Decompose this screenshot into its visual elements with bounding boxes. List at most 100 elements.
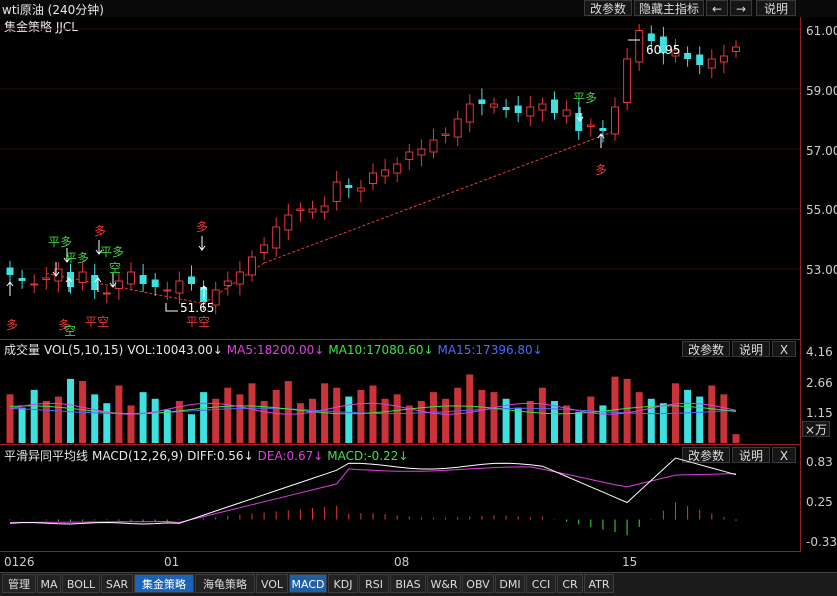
candle-body <box>441 133 450 136</box>
candle-body <box>696 54 704 65</box>
macd-close-button[interactable]: X <box>772 447 796 463</box>
candle-body <box>647 33 655 41</box>
volume-bar <box>212 398 220 443</box>
hide-main-indicator-button[interactable]: 隐藏主指标 <box>634 0 704 16</box>
candle-body <box>429 139 438 153</box>
tab-cr[interactable]: CR <box>557 574 583 593</box>
signal-arrow <box>109 282 117 288</box>
volume-header: 成交量 VOL(5,10,15) VOL:10043.00↓ MA5:18200.00… <box>4 341 547 358</box>
signal-buy-label: 多 <box>595 163 608 177</box>
trend-line <box>263 130 616 264</box>
candle-body <box>635 30 644 63</box>
candle-body <box>599 128 607 131</box>
main-volume-separator <box>0 339 800 340</box>
tab-obv[interactable]: OBV <box>462 574 494 593</box>
volume-bar <box>357 389 365 443</box>
tab-kdj[interactable]: KDJ <box>328 574 358 593</box>
volume-macd-separator <box>0 444 800 445</box>
signal-arrow <box>200 285 208 291</box>
macd-tick: 0.25 <box>806 495 833 509</box>
high-value-label: 60.95 <box>646 43 681 57</box>
volume-ma5-line <box>9 402 737 415</box>
volume-unit-label[interactable]: ×万 <box>802 421 830 437</box>
tab-dmi[interactable]: DMI <box>495 574 525 593</box>
date-label: 15 <box>622 555 638 569</box>
volume-params-button[interactable]: 改参数 <box>682 341 730 357</box>
signal-buy-label: 多 <box>6 318 19 332</box>
candlestick-chart[interactable] <box>0 0 800 339</box>
volume-bar <box>708 385 716 443</box>
candle-body <box>623 58 632 103</box>
candle-body <box>235 271 244 285</box>
volume-help-button[interactable]: 说明 <box>732 341 770 357</box>
volume-bar <box>248 383 256 443</box>
candle-body <box>502 107 510 110</box>
macd-tick: -0.33 <box>806 535 837 549</box>
date-label: 01 <box>164 555 180 569</box>
tab-wr[interactable]: W&R <box>427 574 461 593</box>
volume-bar <box>720 394 728 443</box>
signal-close-long-label: 平多 <box>100 245 125 259</box>
volume-bar <box>405 405 413 443</box>
volume-bar <box>91 394 99 443</box>
next-arrow-button[interactable]: → <box>730 0 752 16</box>
volume-bar <box>659 403 667 443</box>
candle-body <box>91 275 99 290</box>
signal-arrow <box>6 281 14 287</box>
tab-manage[interactable]: 管理 <box>2 574 36 593</box>
signal-arrow <box>597 133 605 139</box>
price-tick: 55.00 <box>806 203 837 217</box>
candle-body <box>272 226 281 249</box>
volume-ma10: MA10:17080.60↓ <box>328 343 434 357</box>
volume-chart[interactable] <box>0 339 800 444</box>
candle-body <box>369 172 377 184</box>
price-axis-line <box>800 17 801 552</box>
volume-bar <box>430 392 437 443</box>
volume-bar <box>369 385 377 443</box>
volume-bar <box>393 394 401 443</box>
tab-ma[interactable]: MA <box>37 574 61 593</box>
volume-bar <box>538 387 546 443</box>
candle-body <box>139 275 147 284</box>
candle-body <box>659 36 667 53</box>
candle-body <box>526 106 535 117</box>
prev-arrow-button[interactable]: ← <box>706 0 728 16</box>
candle-body <box>114 280 123 289</box>
macd-chart[interactable] <box>0 444 800 551</box>
tab-macd[interactable]: MACD <box>289 574 327 593</box>
candle-body <box>586 124 595 127</box>
macd-tick: 0.83 <box>806 455 833 469</box>
volume-bar <box>296 403 304 443</box>
signal-buy-label: 多 <box>94 224 107 238</box>
macd-dea-line <box>9 466 737 524</box>
change-params-button[interactable]: 改参数 <box>584 0 632 16</box>
volume-bar <box>417 400 425 443</box>
candle-body <box>719 55 728 63</box>
volume-close-button[interactable]: X <box>772 341 796 357</box>
tab-atr[interactable]: ATR <box>584 574 614 593</box>
signal-arrow <box>95 249 103 255</box>
low-marker <box>165 303 178 312</box>
macd-diff-line <box>9 457 737 525</box>
volume-bar <box>466 374 474 443</box>
candle-body <box>127 271 135 285</box>
tab-boll[interactable]: BOLL <box>62 574 100 593</box>
macd-help-button[interactable]: 说明 <box>732 447 770 463</box>
signal-buy-label: 多 <box>196 220 209 234</box>
candle-body <box>478 99 486 104</box>
tab-jjcl[interactable]: 集金策略 <box>134 574 194 593</box>
macd-header: 平滑异同平均线 MACD(12,26,9) DIFF:0.56↓ DEA:0.67↓ M… <box>4 447 412 464</box>
tab-turtle[interactable]: 海龟策略 <box>195 574 255 593</box>
macd-title: 平滑异同平均线 <box>4 449 89 463</box>
volume-bar <box>478 389 486 443</box>
tab-sar[interactable]: SAR <box>101 574 133 593</box>
tab-bias[interactable]: BIAS <box>390 574 426 593</box>
candle-body <box>211 289 220 306</box>
tab-cci[interactable]: CCI <box>526 574 556 593</box>
help-button[interactable]: 说明 <box>756 0 796 16</box>
volume-bar <box>333 387 341 443</box>
tab-rsi[interactable]: RSI <box>359 574 389 593</box>
signal-close-short-label: 平空 <box>85 315 110 329</box>
macd-params-button[interactable]: 改参数 <box>682 447 730 463</box>
tab-vol[interactable]: VOL <box>256 574 288 593</box>
